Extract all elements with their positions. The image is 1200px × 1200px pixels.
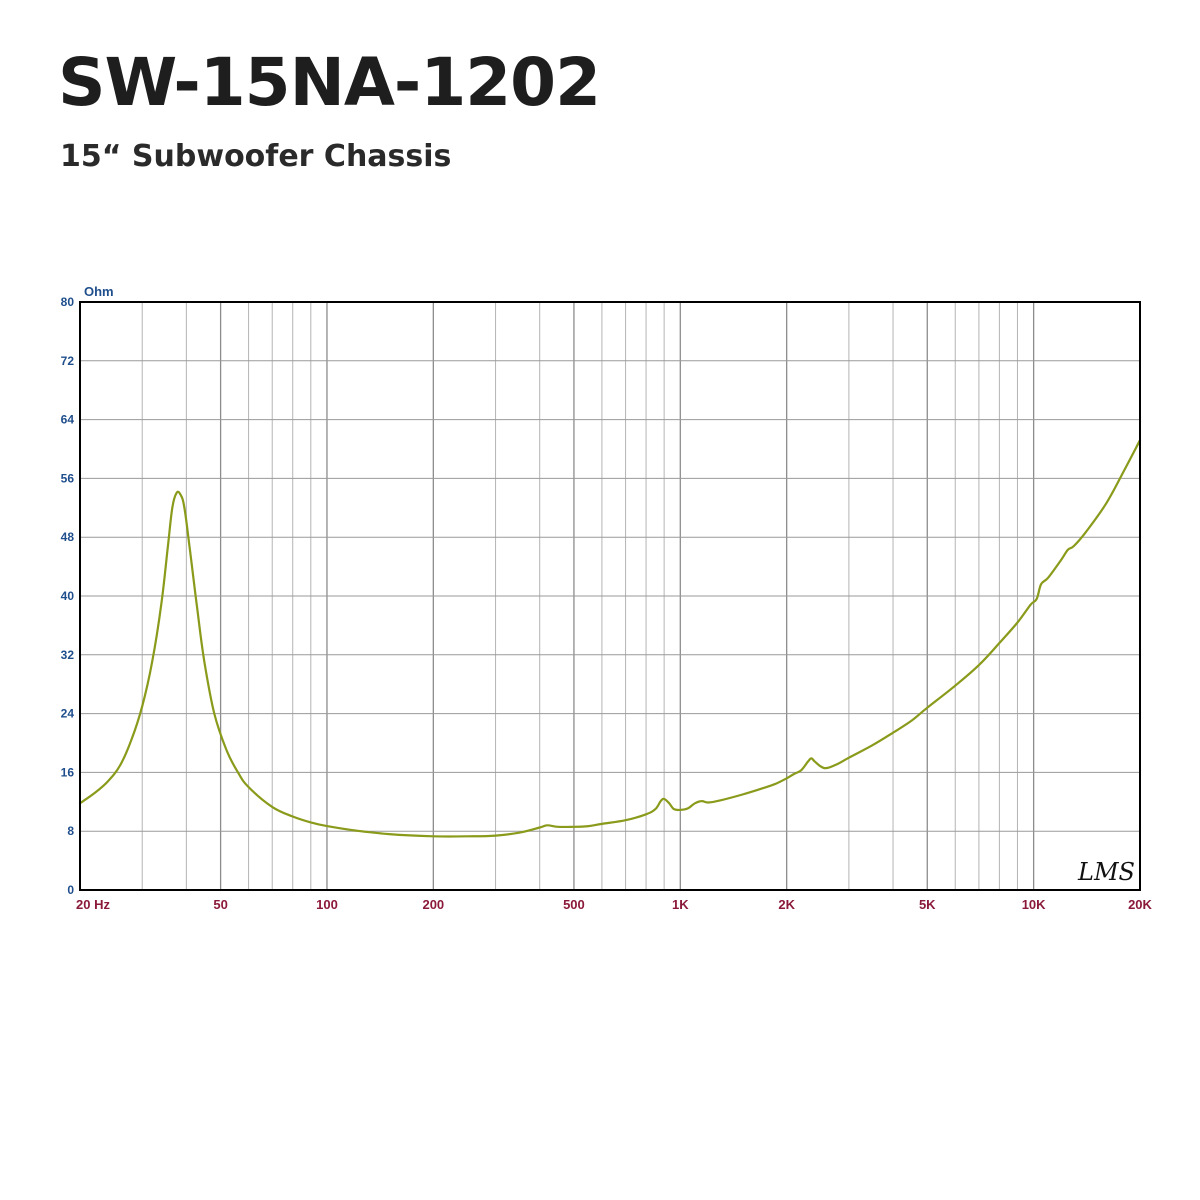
y-tick-label: 0 <box>67 883 74 897</box>
x-tick-label: 1K <box>672 897 689 912</box>
page-subtitle: 15“ Subwoofer Chassis <box>60 139 452 174</box>
x-tick-label: 2K <box>778 897 795 912</box>
x-tick-label: 20K <box>1128 897 1152 912</box>
x-tick-label: 100 <box>316 897 338 912</box>
y-tick-label: 80 <box>61 295 75 309</box>
y-axis-label: Ohm <box>84 284 114 299</box>
y-tick-label: 24 <box>61 707 75 721</box>
impedance-curve-layer <box>78 439 1142 838</box>
tick-labels: 0 8 16 24 32 40 48 56 64 72 80 20 Hz 50 100 200 500 1K 2K… <box>61 295 1153 912</box>
y-tick-label: 64 <box>61 413 75 427</box>
x-tick-label: 10K <box>1022 897 1046 912</box>
x-tick-label: 50 <box>213 897 227 912</box>
x-tick-label: 20 Hz <box>76 897 110 912</box>
y-tick-label: 8 <box>67 824 74 838</box>
page-title: SW-15NA-1202 <box>58 44 601 121</box>
plot-frame <box>79 301 1141 891</box>
y-tick-label: 72 <box>61 354 75 368</box>
grid-lines <box>80 302 1140 890</box>
y-tick-label: 56 <box>61 471 75 485</box>
y-tick-label: 16 <box>61 765 75 779</box>
lms-watermark: LMS <box>1077 858 1135 886</box>
impedance-curve <box>78 439 1142 838</box>
x-tick-label: 500 <box>563 897 585 912</box>
y-tick-label: 40 <box>61 589 75 603</box>
x-tick-label: 5K <box>919 897 936 912</box>
y-tick-label: 48 <box>61 530 75 544</box>
x-tick-label: 200 <box>422 897 444 912</box>
y-tick-label: 32 <box>61 648 75 662</box>
